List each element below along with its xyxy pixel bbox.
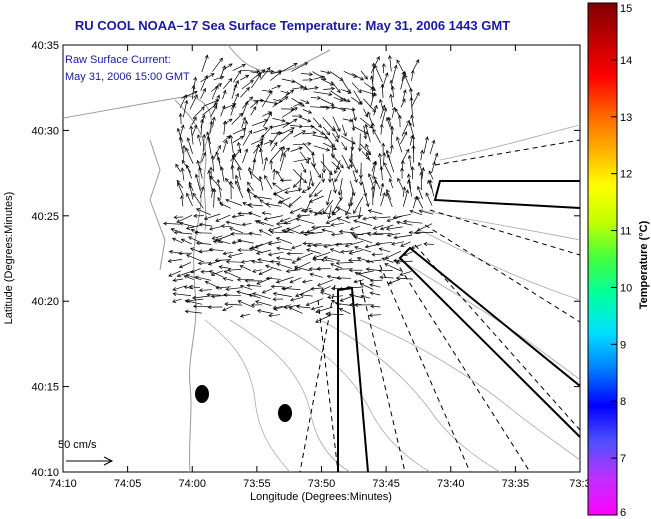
x-tick-label: 73:55 bbox=[243, 478, 271, 490]
x-tick-label: 73:35 bbox=[502, 478, 530, 490]
y-tick-label: 40:25 bbox=[31, 211, 59, 223]
y-axis-label: Latitude (Degrees:Minutes) bbox=[3, 192, 15, 325]
colorbar-ticks: 15 14 13 12 11 10 9 8 7 6 bbox=[611, 2, 632, 519]
scale-arrow: 50 cm/s bbox=[58, 439, 114, 466]
x-axis-label: Longitude (Degrees:Minutes) bbox=[250, 491, 392, 503]
x-tick-label: 73:40 bbox=[437, 478, 465, 490]
colorbar bbox=[587, 2, 618, 516]
annotation-line1: Raw Surface Current: bbox=[65, 54, 171, 66]
annotation-line2: May 31, 2006 15:00 GMT bbox=[65, 71, 190, 83]
y-tick-label: 40:35 bbox=[31, 40, 59, 52]
colorbar-tick-label: 13 bbox=[620, 112, 632, 124]
y-tick-label: 40:15 bbox=[31, 382, 59, 394]
colorbar-tick-label: 15 bbox=[620, 3, 632, 15]
x-axis-ticks: 74:10 74:05 74:00 73:55 73:50 73:45 73:40 73:35… bbox=[49, 45, 591, 490]
x-tick-label: 74:00 bbox=[178, 478, 206, 490]
station-marker bbox=[195, 385, 209, 403]
surface-current-vectors bbox=[162, 54, 439, 323]
colorbar-tick-label: 6 bbox=[620, 507, 626, 519]
colorbar-label: Temperature (°C) bbox=[638, 220, 650, 309]
y-tick-label: 40:20 bbox=[31, 296, 59, 308]
colorbar-tick-label: 10 bbox=[620, 282, 632, 294]
y-tick-label: 40:10 bbox=[31, 467, 59, 479]
bathymetry-contours bbox=[204, 124, 581, 473]
map-title: RU COOL NOAA–17 Sea Surface Temperature:… bbox=[74, 18, 511, 33]
colorbar-tick-label: 14 bbox=[620, 55, 632, 67]
colorbar-tick-label: 9 bbox=[620, 339, 626, 351]
y-tick-label: 40:30 bbox=[31, 125, 59, 137]
x-tick-label: 73:3 bbox=[569, 478, 590, 490]
x-tick-label: 73:45 bbox=[372, 478, 400, 490]
colorbar-tick-label: 7 bbox=[620, 453, 626, 465]
plot-frame bbox=[62, 44, 581, 473]
transect-lines bbox=[299, 139, 581, 473]
coastline bbox=[62, 44, 331, 473]
x-tick-label: 73:50 bbox=[308, 478, 336, 490]
scale-label: 50 cm/s bbox=[58, 439, 97, 451]
colorbar-tick-label: 8 bbox=[620, 396, 626, 408]
x-tick-label: 74:05 bbox=[114, 478, 142, 490]
solid-transect-boxes bbox=[337, 180, 581, 473]
colorbar-tick-label: 12 bbox=[620, 169, 632, 181]
y-axis-ticks: 40:35 40:30 40:25 40:20 40:15 40:10 bbox=[31, 40, 580, 479]
x-tick-label: 74:10 bbox=[49, 478, 77, 490]
colorbar-tick-label: 11 bbox=[620, 226, 631, 238]
station-marker bbox=[278, 404, 292, 422]
